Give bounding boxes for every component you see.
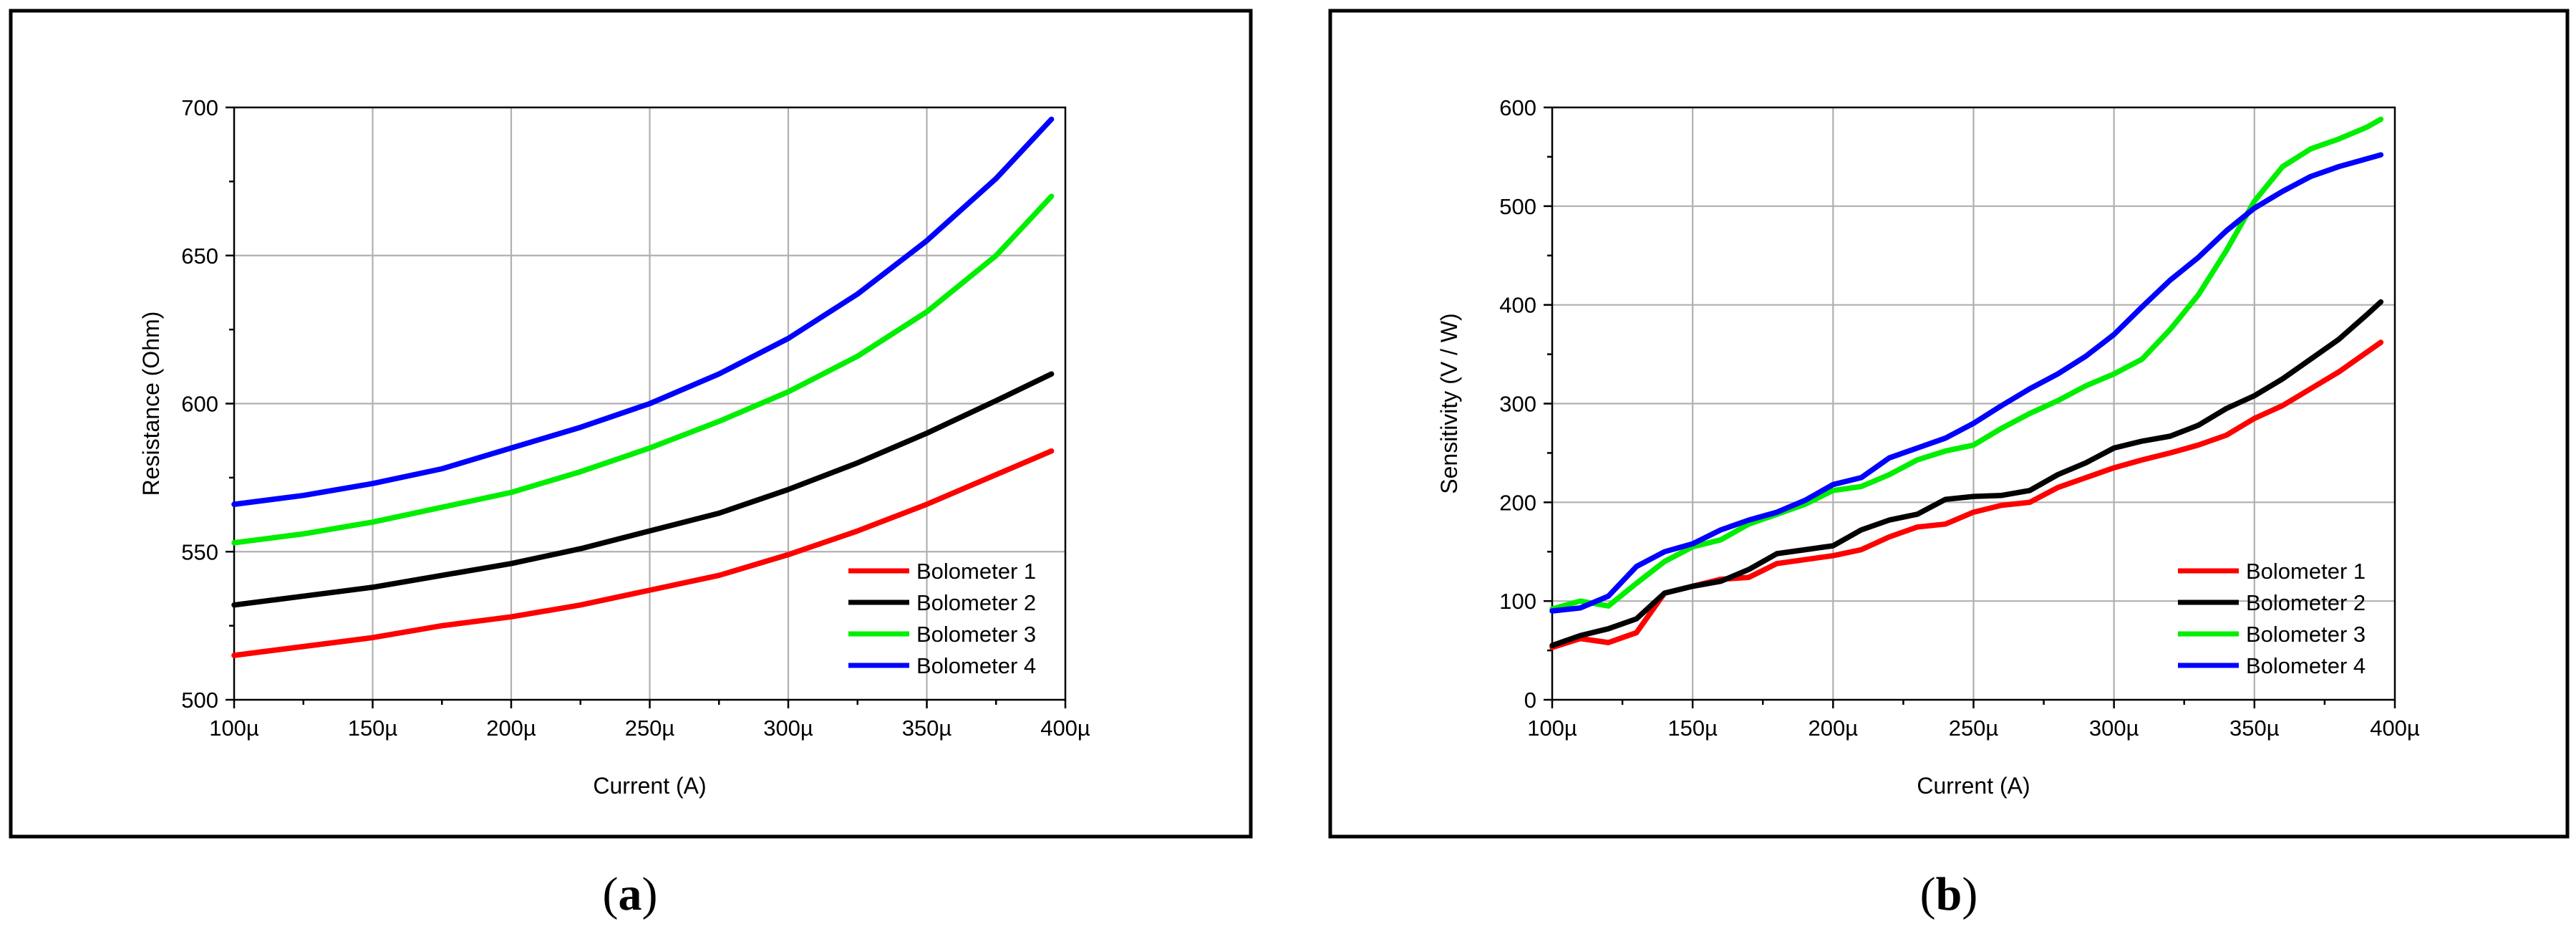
a-series-line-4: [231, 116, 1055, 507]
a-x-tick-label: 400µ: [1040, 716, 1090, 741]
b-y-tick-label: 600: [1499, 95, 1536, 120]
a-y-tick-label: 650: [181, 244, 218, 269]
b-series-line-2: [1549, 299, 2384, 648]
b-legend-label-4: Bolometer 4: [2246, 653, 2366, 678]
b-x-tick-label: 200µ: [1808, 716, 1859, 741]
resistance-chart: 100µ 150µ 200µ 250µ 300µ 350µ 400µ 500 550 600 650…: [138, 95, 1090, 799]
caption-a: (a): [603, 868, 658, 920]
a-y-tick-label: 500: [181, 688, 218, 713]
b-y-tick-label: 100: [1499, 589, 1536, 614]
b-y-tick-label: 200: [1499, 490, 1536, 515]
b-x-tick-label: 350µ: [2229, 716, 2280, 741]
a-x-tick-label: 200µ: [486, 716, 536, 741]
b-x-tick-label: 150µ: [1667, 716, 1718, 741]
b-series-line-3: [1549, 116, 2384, 612]
b-y-tick-label: 0: [1524, 688, 1536, 713]
a-series-line-1: [231, 448, 1055, 658]
a-y-axis-label: Resistance (Ohm): [138, 312, 164, 496]
a-series-line-3: [231, 193, 1055, 546]
a-x-axis-label: Current (A): [593, 773, 706, 799]
b-x-tick-label: 300µ: [2089, 716, 2139, 741]
b-series-line-4: [1549, 152, 2384, 614]
b-x-tick-label: 250µ: [1949, 716, 1999, 741]
a-series-line-2: [231, 371, 1055, 608]
a-legend-label-4: Bolometer 4: [916, 653, 1036, 678]
panel-a-frame: [9, 9, 1253, 839]
a-legend-label-2: Bolometer 2: [916, 590, 1036, 615]
a-legend-label-1: Bolometer 1: [916, 559, 1036, 584]
a-x-tick-label: 250µ: [625, 716, 675, 741]
a-y-tick-label: 550: [181, 539, 218, 564]
b-y-tick-label: 300: [1499, 392, 1536, 417]
b-legend-label-2: Bolometer 2: [2246, 590, 2366, 615]
a-y-tick-label: 700: [181, 95, 218, 120]
b-legend-label-3: Bolometer 3: [2246, 622, 2366, 647]
b-y-tick-label: 400: [1499, 293, 1536, 318]
b-legend-label-1: Bolometer 1: [2246, 559, 2366, 584]
a-legend-label-3: Bolometer 3: [916, 622, 1036, 647]
a-x-tick-label: 300µ: [763, 716, 813, 741]
b-x-axis-label: Current (A): [1917, 773, 2030, 799]
b-y-axis-label: Sensitivity (V / W): [1436, 313, 1462, 493]
caption-b: (b): [1920, 868, 1978, 920]
sensitivity-chart: 100µ 150µ 200µ 250µ 300µ 350µ 400µ 0 100 200 300 40…: [1436, 95, 2420, 799]
a-x-tick-label: 100µ: [209, 716, 259, 741]
a-x-tick-label: 150µ: [348, 716, 398, 741]
a-y-tick-label: 600: [181, 392, 218, 417]
panel-b-frame: [1328, 9, 2570, 839]
a-x-tick-label: 350µ: [902, 716, 952, 741]
b-x-tick-label: 400µ: [2370, 716, 2420, 741]
b-y-tick-label: 500: [1499, 194, 1536, 219]
b-x-tick-label: 100µ: [1527, 716, 1577, 741]
